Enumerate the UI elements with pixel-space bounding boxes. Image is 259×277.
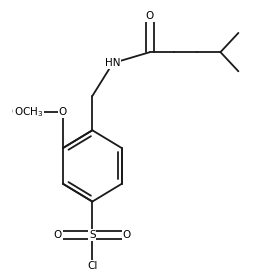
Text: S: S [89, 230, 96, 240]
Text: HN: HN [105, 58, 121, 68]
Text: O: O [54, 230, 62, 240]
Text: Cl: Cl [87, 261, 98, 271]
Text: O: O [146, 11, 154, 22]
Text: O: O [123, 230, 131, 240]
Text: OCH$_3$: OCH$_3$ [11, 106, 40, 119]
Text: O: O [59, 107, 67, 117]
Text: OCH$_3$: OCH$_3$ [14, 106, 43, 119]
